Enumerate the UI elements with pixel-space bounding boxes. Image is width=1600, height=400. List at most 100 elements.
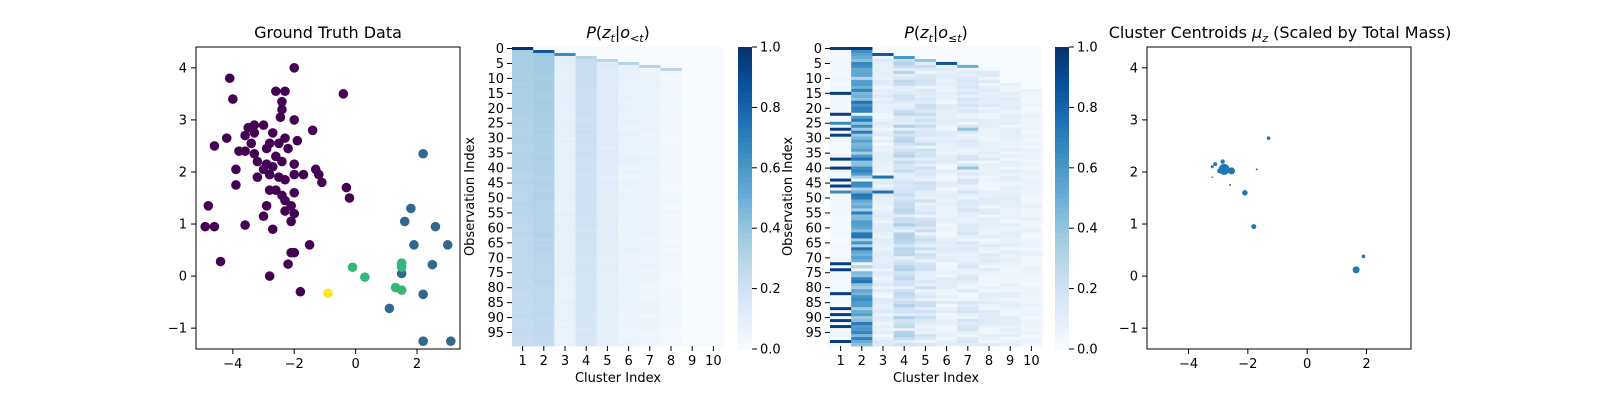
heatmap-cell [936, 139, 958, 144]
heatmap-cell [957, 211, 979, 215]
heatmap-cell [893, 271, 916, 275]
colorbar-segment [1055, 328, 1069, 335]
colorbar-segment [1055, 97, 1069, 103]
panel4-ytick-label: 2 [1130, 165, 1138, 180]
heatmap-cell [639, 193, 661, 197]
heatmap-cell [554, 187, 576, 191]
colorbar-segment [1055, 157, 1069, 164]
heatmap-cell [660, 319, 682, 323]
heatmap-cell [596, 250, 619, 254]
heatmap-cell [957, 295, 979, 299]
heatmap-cell [660, 280, 682, 284]
heatmap-cell [999, 289, 1022, 293]
heatmap-cell [1020, 208, 1043, 212]
heatmap-cell [575, 178, 598, 182]
heatmap-cell [957, 193, 979, 197]
heatmap-cell [702, 67, 725, 72]
heatmap-cell [660, 211, 682, 215]
heatmap-cell [957, 55, 979, 60]
heatmap-cell [830, 187, 852, 191]
heatmap-cell [681, 157, 704, 162]
heatmap-cell [639, 229, 661, 233]
heatmap-cell [681, 211, 704, 215]
heatmap-xlabel: Cluster Index [893, 371, 979, 386]
panel-centroids: Cluster Centroids μz (Scaled by Total Ma… [1109, 23, 1452, 372]
colorbar-segment [738, 92, 752, 98]
heatmap-cell [660, 67, 682, 72]
heatmap-cell [618, 145, 640, 150]
heatmap-cell [512, 229, 534, 233]
heatmap-xtick-label: 10 [705, 354, 722, 369]
heatmap-cell [851, 109, 873, 114]
heatmap-cell [978, 325, 1000, 329]
heatmap-cell [957, 229, 979, 233]
ground-truth-point [240, 220, 250, 230]
heatmap-cell [618, 199, 640, 203]
heatmap-cell [639, 211, 661, 215]
heatmap-cell [999, 136, 1022, 141]
heatmap-cell [978, 310, 1000, 314]
heatmap-cell [575, 328, 598, 332]
heatmap-cell [957, 235, 979, 239]
heatmap-cell [893, 169, 916, 173]
heatmap-cell [978, 319, 1000, 323]
heatmap-cell [999, 148, 1022, 153]
heatmap-cell [639, 148, 661, 153]
heatmap-cell [914, 163, 937, 167]
heatmap-cell [1020, 250, 1043, 254]
heatmap-cell [872, 244, 894, 248]
heatmap-cell [978, 295, 1000, 299]
heatmap-cell [872, 283, 894, 287]
heatmap-ytick-label: 65 [487, 236, 504, 251]
heatmap-ytick-label: 30 [487, 132, 504, 147]
heatmap-cell [533, 217, 555, 221]
heatmap-cell [702, 55, 725, 60]
heatmap-cell [575, 196, 598, 200]
heatmap-cell [830, 295, 852, 299]
heatmap-cell [872, 163, 894, 167]
heatmap-cell [575, 310, 598, 314]
heatmap-cell [575, 283, 598, 287]
heatmap-cell [957, 112, 979, 117]
heatmap-cell [554, 151, 576, 156]
heatmap-cell [533, 289, 555, 293]
ground-truth-point [344, 193, 355, 203]
heatmap-cell [957, 223, 979, 227]
heatmap-cell [533, 166, 555, 170]
heatmap-cell [936, 130, 958, 135]
ground-truth-point [277, 156, 287, 167]
heatmap-cell [660, 178, 682, 182]
heatmap-cell [830, 47, 852, 51]
heatmap-cell [851, 73, 873, 78]
heatmap-ytick-label: 65 [805, 236, 822, 251]
heatmap-cell [851, 295, 873, 299]
heatmap-cell [702, 196, 725, 200]
heatmap-cell [914, 295, 937, 299]
heatmap-cell [596, 67, 619, 72]
heatmap-cell [830, 238, 852, 242]
heatmap-cell [851, 238, 873, 242]
colorbar-segment [738, 343, 752, 350]
heatmap-cell [978, 202, 1000, 206]
heatmap-cell [702, 79, 725, 84]
heatmap-cell [554, 145, 576, 150]
heatmap-cell [851, 244, 873, 248]
heatmap-cell [999, 166, 1022, 170]
heatmap-cell [660, 199, 682, 203]
heatmap-cell [914, 100, 937, 105]
ground-truth-point [384, 303, 395, 314]
heatmap-cell [681, 55, 704, 60]
heatmap-cell [618, 115, 640, 120]
heatmap-cell [533, 331, 555, 335]
heatmap-cell [512, 307, 534, 311]
heatmap-cell [512, 340, 534, 344]
heatmap-cell [978, 298, 1000, 302]
heatmap-cell [893, 199, 916, 203]
heatmap-cell [936, 217, 958, 221]
colorbar-segment [738, 198, 752, 204]
heatmap-cell [851, 103, 873, 108]
heatmap-cell [914, 178, 937, 182]
heatmap-cell [1020, 259, 1043, 263]
heatmap-cell [830, 151, 852, 156]
heatmap-cell [914, 67, 937, 72]
